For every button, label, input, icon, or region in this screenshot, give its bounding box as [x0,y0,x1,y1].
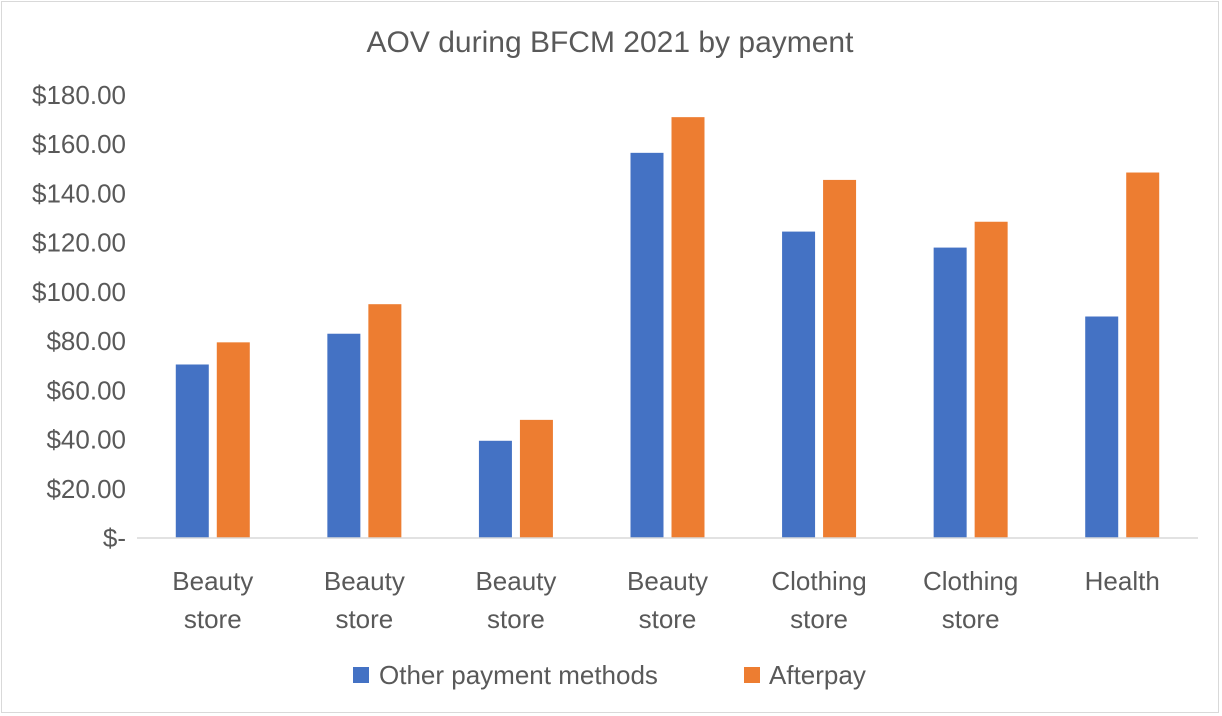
y-axis-ticks: $- $20.00 $40.00 $60.00 $80.00 $100.00 $120.00… [32,80,126,553]
y-tick-label: $20.00 [46,474,126,504]
bar-other-payment-4 [782,231,816,538]
bar-afterpay-1 [368,304,402,538]
bar-other-payment-1 [327,333,361,538]
bar-other-payment-0 [175,364,209,538]
legend-swatch-other-payment [353,667,369,683]
x-category-label: Beauty [172,566,253,596]
legend: Other payment methods Afterpay [353,660,866,690]
x-category-label: store [942,604,1000,634]
x-category-label: Beauty [475,566,556,596]
x-axis-labels: Beauty store Beauty store Beauty store Beauty s… [172,566,1159,634]
y-tick-label: $140.00 [32,178,126,208]
y-tick-label: $160.00 [32,129,126,159]
y-tick-label: $100.00 [32,277,126,307]
x-category-label: Beauty [627,566,708,596]
x-category-label: store [184,604,242,634]
bar-other-payment-3 [630,152,664,538]
legend-label-afterpay: Afterpay [769,660,866,690]
bar-afterpay-6 [1126,172,1160,538]
y-tick-label: $120.00 [32,228,126,258]
bar-other-payment-2 [478,440,512,538]
bars [175,117,1160,539]
x-category-label: Clothing [923,566,1018,596]
y-tick-label: $60.00 [46,375,126,405]
x-category-label: store [790,604,848,634]
x-category-label: Beauty [324,566,405,596]
bar-afterpay-4 [823,179,857,539]
x-category-label: Clothing [771,566,866,596]
y-tick-label: $80.00 [46,326,126,356]
chart-title: AOV during BFCM 2021 by payment [367,26,855,59]
bar-afterpay-5 [974,221,1008,538]
legend-label-other-payment: Other payment methods [379,660,658,690]
bar-afterpay-3 [671,117,705,539]
x-category-label: store [335,604,393,634]
x-category-label: store [487,604,545,634]
x-category-label: store [639,604,697,634]
bar-afterpay-2 [519,419,553,538]
y-tick-label: $- [103,523,126,553]
bar-other-payment-6 [1085,316,1119,538]
bar-other-payment-5 [933,247,967,539]
bar-afterpay-0 [216,342,250,538]
legend-swatch-afterpay [744,667,760,683]
x-category-label: Health [1085,566,1160,596]
y-tick-label: $180.00 [32,80,126,110]
y-tick-label: $40.00 [46,425,126,455]
